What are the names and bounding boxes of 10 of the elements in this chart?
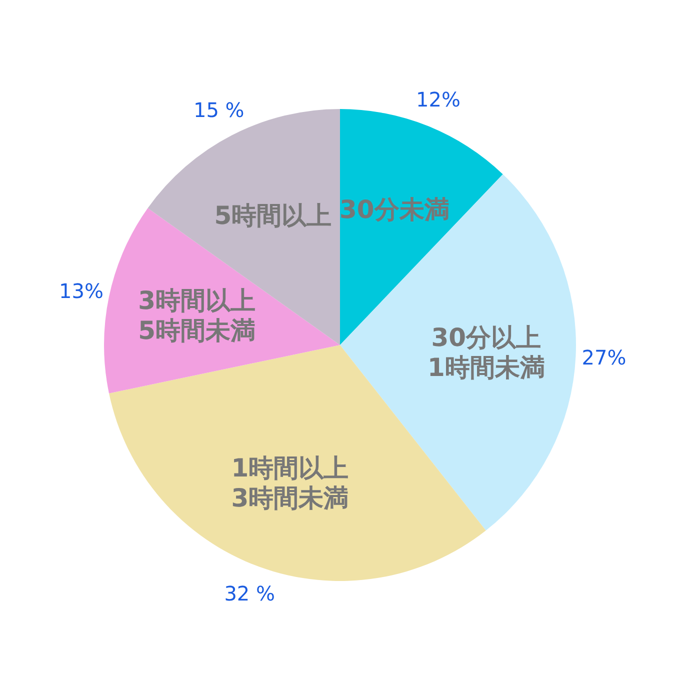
data-label: 15 % bbox=[193, 98, 244, 122]
data-label: 13% bbox=[59, 278, 104, 303]
data-label: 27% bbox=[582, 346, 626, 370]
slice-label: 5時間以上 bbox=[214, 200, 332, 230]
slice-label: 30分未満 bbox=[339, 195, 450, 224]
slice-label: 1時間以上3時間未満 bbox=[231, 453, 349, 512]
slice-label: 30分以上1時間未満 bbox=[427, 322, 545, 382]
data-label: 32 % bbox=[224, 581, 276, 606]
data-label: 12% bbox=[416, 88, 460, 112]
slice-label: 3時間以上5時間未満 bbox=[138, 286, 256, 346]
